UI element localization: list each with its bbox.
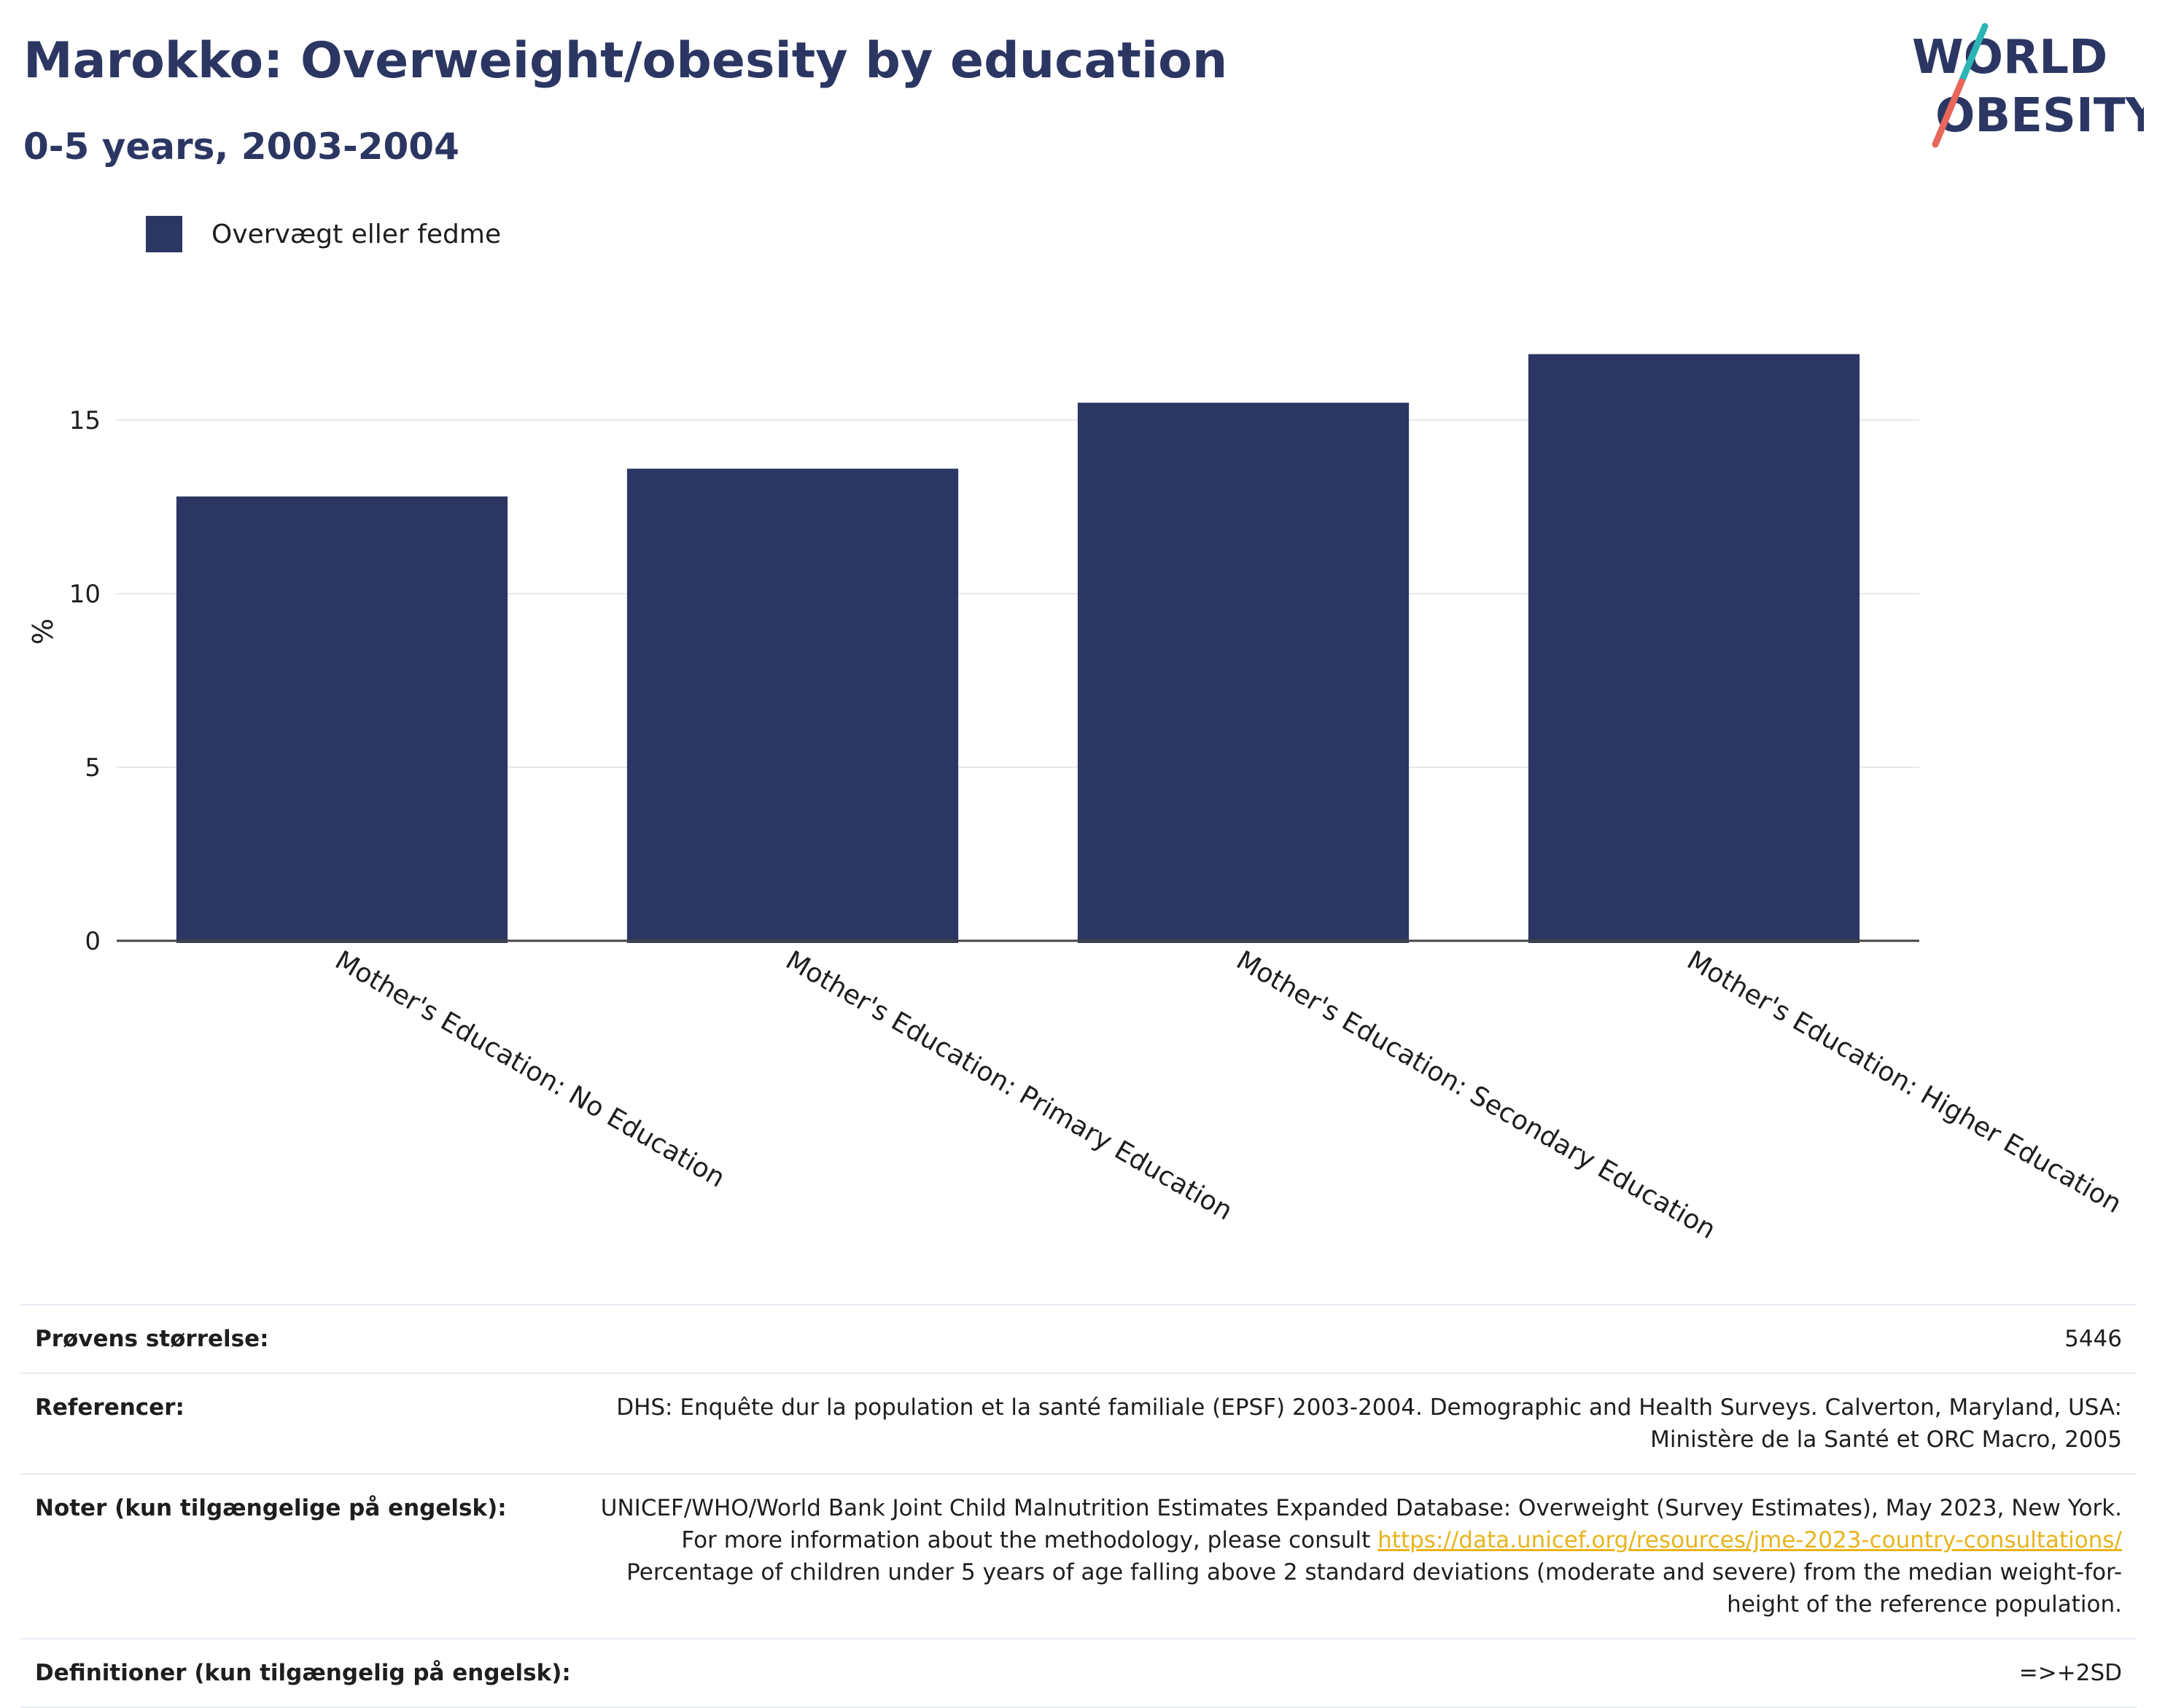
info-value: 5446: [2064, 1326, 2122, 1352]
y-tick-label: 15: [69, 406, 101, 435]
bars: [176, 354, 1860, 943]
x-tick-label: Mother's Education: Higher Education: [1682, 945, 2127, 1219]
notes-link[interactable]: https://data.unicef.org/resources/jme-20…: [1377, 1527, 2122, 1553]
bar[interactable]: [1528, 354, 1860, 943]
x-tick-label: Mother's Education: No Education: [330, 945, 730, 1193]
info-label: Referencer:: [35, 1394, 184, 1421]
chart-subtitle: 0-5 years, 2003-2004: [23, 125, 459, 168]
y-axis-title: %: [27, 618, 59, 645]
y-tick-label: 10: [69, 580, 101, 609]
notes-text-before: UNICEF/WHO/World Bank Joint Child Malnut…: [600, 1495, 2122, 1553]
info-value: UNICEF/WHO/World Bank Joint Child Malnut…: [583, 1492, 2122, 1620]
bar[interactable]: [1077, 403, 1410, 943]
y-tick-label: 0: [85, 927, 101, 956]
info-value: =>+2SD: [2018, 1660, 2122, 1686]
info-label: Prøvens størrelse:: [35, 1326, 269, 1352]
legend: Overvægt eller fedme: [146, 216, 501, 252]
legend-label: Overvægt eller fedme: [211, 219, 502, 249]
x-tick-label: Mother's Education: Primary Education: [781, 945, 1237, 1226]
info-label: Noter (kun tilgængelige på engelsk):: [35, 1495, 507, 1521]
bar[interactable]: [176, 496, 508, 943]
info-row-sample-size: Prøvens størrelse: 5446: [20, 1305, 2137, 1374]
svg-text:OBESITY: OBESITY: [1935, 89, 2144, 143]
info-row-notes: Noter (kun tilgængelige på engelsk): UNI…: [20, 1475, 2137, 1639]
info-table: Prøvens størrelse: 5446 Referencer: DHS:…: [20, 1304, 2137, 1708]
info-row-definitions: Definitioner (kun tilgængelig på engelsk…: [20, 1639, 2137, 1708]
y-axis-ticks: 0 5 10 15: [69, 406, 101, 956]
notes-text-after: Percentage of children under 5 years of …: [626, 1559, 2122, 1618]
legend-swatch: [146, 216, 182, 252]
svg-text:WORLD: WORLD: [1912, 31, 2107, 85]
chart-title: Marokko: Overweight/obesity by education: [23, 32, 1228, 90]
x-axis-labels: Mother's Education: No Education Mother's…: [330, 945, 2127, 1245]
info-row-references: Referencer: DHS: Enquête dur la populati…: [20, 1374, 2137, 1475]
x-tick-label: Mother's Education: Secondary Education: [1232, 945, 1721, 1245]
world-obesity-logo: WORLD OBESITY: [1912, 23, 2144, 148]
y-tick-label: 5: [85, 753, 101, 783]
bar[interactable]: [626, 468, 959, 943]
info-value: DHS: Enquête dur la population et la san…: [616, 1394, 2122, 1453]
info-label: Definitioner (kun tilgængelig på engelsk…: [35, 1660, 571, 1686]
